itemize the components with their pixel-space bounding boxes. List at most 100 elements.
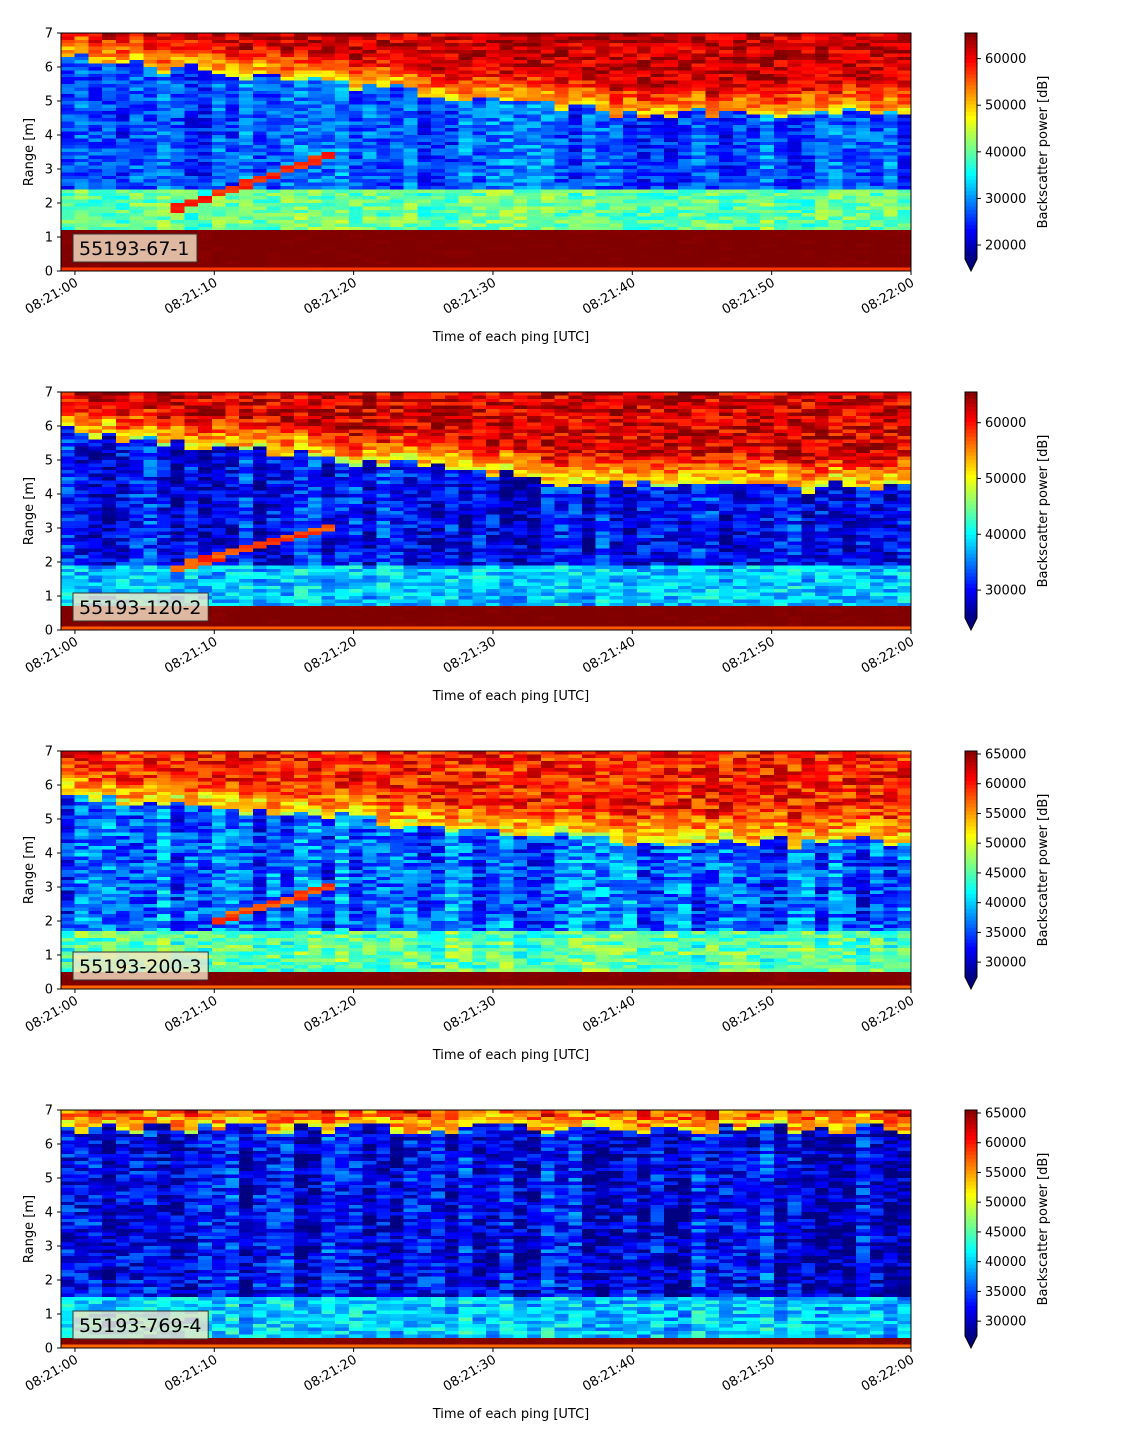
panel-label-box <box>72 1310 209 1340</box>
x-tick-label: 08:21:50 <box>720 1352 778 1394</box>
panel-label: 55193-120-2 <box>72 592 209 622</box>
y-axis-label: Range [m] <box>22 1195 37 1263</box>
panel-label-text: 55193-120-2 <box>79 597 202 619</box>
colorbar-tick-label: 50000 <box>985 1196 1026 1211</box>
x-tick-label: 08:21:30 <box>441 993 499 1035</box>
panel-label-box <box>72 951 209 981</box>
colorbar-tick-label: 45000 <box>985 1225 1026 1240</box>
y-axis-label: Range [m] <box>22 836 37 904</box>
colorbar-label: Backscatter power [dB] <box>1036 794 1051 947</box>
y-tick-label: 4 <box>45 1206 53 1221</box>
y-tick-label: 2 <box>45 197 53 212</box>
y-tick-label: 1 <box>45 1308 53 1323</box>
colorbar-tick-label: 50000 <box>985 472 1026 487</box>
colorbar-tick-label: 65000 <box>985 747 1026 762</box>
y-tick-label: 3 <box>45 881 53 896</box>
x-axis-label: Time of each ping [UTC] <box>432 1048 590 1063</box>
axes-frame <box>60 391 912 631</box>
y-tick-label: 1 <box>45 949 53 964</box>
y-tick-label: 3 <box>45 1240 53 1255</box>
x-tick-label: 08:21:10 <box>162 634 220 676</box>
x-tick-label: 08:21:50 <box>720 993 778 1035</box>
colorbar-tick-label: 40000 <box>985 145 1026 160</box>
panel-label-box <box>72 233 198 263</box>
y-tick-label: 4 <box>45 129 53 144</box>
colorbar-frame <box>964 32 978 273</box>
colorbar-tick-label: 55000 <box>985 807 1026 822</box>
colorbar-tick-label: 50000 <box>985 837 1026 852</box>
panel-2: 0 1 2 3 4 5 6 7 08:21:00 08:21:10 08:21:20 08:21:30… <box>22 386 1051 705</box>
y-tick-label: 3 <box>45 522 53 537</box>
axes-frame <box>60 32 912 272</box>
y-tick-label: 4 <box>45 488 53 503</box>
x-tick-label: 08:21:00 <box>23 993 81 1035</box>
x-tick-label: 08:21:50 <box>720 634 778 676</box>
y-tick-label: 2 <box>45 556 53 571</box>
colorbar-tick-label: 30000 <box>985 1315 1026 1330</box>
panel-3: 0 1 2 3 4 5 6 7 08:21:00 08:21:10 08:21:20 08:21:30… <box>22 745 1051 1064</box>
panel-1: 0 1 2 3 4 5 6 7 08:21:00 08:21:10 08:21:20 08:21:30… <box>22 27 1051 346</box>
colorbar-extension <box>965 259 977 271</box>
colorbar-extension <box>965 1336 977 1348</box>
x-tick-label: 08:21:10 <box>162 275 220 317</box>
colorbar-extension <box>965 977 977 989</box>
panel-label-text: 55193-769-4 <box>79 1315 202 1337</box>
colorbar: 30000 35000 40000 45000 50000 55000 60000 65000… <box>964 747 1051 991</box>
axes-frame <box>60 750 912 990</box>
y-tick-label: 0 <box>45 1342 53 1357</box>
y-tick-label: 6 <box>45 1138 53 1153</box>
colorbar-tick-label: 60000 <box>985 416 1026 431</box>
colorbar-tick-label: 35000 <box>985 926 1026 941</box>
heatmap-cells <box>61 392 912 631</box>
y-tick-label: 3 <box>45 163 53 178</box>
x-tick-label: 08:21:00 <box>23 634 81 676</box>
colorbar-frame <box>964 1109 978 1350</box>
colorbar-label: Backscatter power [dB] <box>1036 76 1051 229</box>
colorbar: 20000 30000 40000 50000 60000 Backscatter pow… <box>964 32 1051 273</box>
y-tick-label: 0 <box>45 983 53 998</box>
x-tick-label: 08:22:00 <box>859 1352 917 1394</box>
colorbar-frame <box>964 750 978 991</box>
y-tick-label: 1 <box>45 231 53 246</box>
x-tick-label: 08:21:40 <box>580 634 638 676</box>
colorbar: 30000 35000 40000 45000 50000 55000 60000 65000… <box>964 1106 1051 1350</box>
colorbar-frame <box>964 391 978 632</box>
x-tick-label: 08:21:40 <box>580 275 638 317</box>
y-tick-label: 2 <box>45 1274 53 1289</box>
x-tick-label: 08:21:30 <box>441 634 499 676</box>
heatmap-cells <box>61 751 912 990</box>
x-tick-label: 08:21:50 <box>720 275 778 317</box>
colorbar-tick-label: 60000 <box>985 777 1026 792</box>
colorbar-tick-label: 30000 <box>985 956 1026 971</box>
x-tick-label: 08:22:00 <box>859 993 917 1035</box>
colorbar-tick-label: 20000 <box>985 239 1026 254</box>
colorbar: 30000 40000 50000 60000 Backscatter power [d… <box>964 391 1051 632</box>
x-tick-label: 08:21:40 <box>580 1352 638 1394</box>
y-tick-label: 7 <box>45 27 53 42</box>
x-tick-label: 08:21:30 <box>441 1352 499 1394</box>
colorbar-tick-label: 30000 <box>985 192 1026 207</box>
panel-label: 55193-67-1 <box>72 233 198 263</box>
x-tick-label: 08:21:00 <box>23 1352 81 1394</box>
panel-label-text: 55193-67-1 <box>79 238 189 260</box>
panel-label-box <box>72 592 209 622</box>
y-axis-label: Range [m] <box>22 477 37 545</box>
y-tick-label: 4 <box>45 847 53 862</box>
heatmap-cells <box>61 1110 912 1349</box>
y-tick-label: 1 <box>45 590 53 605</box>
x-axis-label: Time of each ping [UTC] <box>432 689 590 704</box>
x-tick-label: 08:21:00 <box>23 275 81 317</box>
colorbar-tick-label: 40000 <box>985 896 1026 911</box>
y-tick-label: 7 <box>45 1104 53 1119</box>
colorbar-tick-label: 55000 <box>985 1166 1026 1181</box>
x-tick-label: 08:21:10 <box>162 993 220 1035</box>
colorbar-label: Backscatter power [dB] <box>1036 435 1051 588</box>
colorbar-extension <box>965 618 977 630</box>
y-tick-label: 6 <box>45 420 53 435</box>
x-tick-label: 08:22:00 <box>859 275 917 317</box>
x-tick-label: 08:21:20 <box>302 1352 360 1394</box>
y-tick-label: 5 <box>45 95 53 110</box>
y-tick-label: 6 <box>45 779 53 794</box>
colorbar-tick-label: 65000 <box>985 1106 1026 1121</box>
